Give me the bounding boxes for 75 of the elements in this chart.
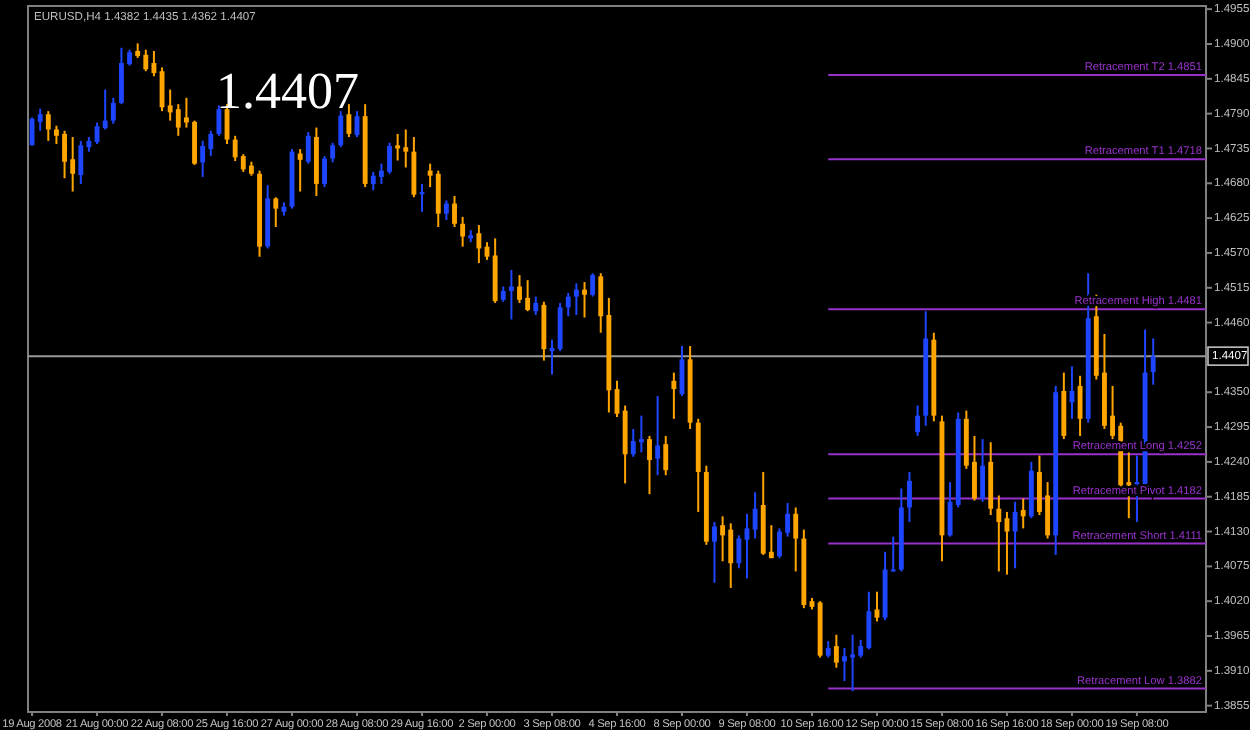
candlestick — [492, 237, 498, 304]
candlestick — [1061, 371, 1067, 441]
candlestick — [728, 522, 734, 589]
candlestick — [663, 434, 669, 477]
candlestick — [736, 534, 742, 570]
candlestick — [622, 404, 628, 485]
candlestick — [557, 301, 563, 353]
candlestick — [387, 141, 392, 175]
candlestick — [915, 404, 921, 437]
candlestick — [110, 96, 116, 125]
candlestick — [541, 300, 547, 362]
candlestick — [517, 274, 522, 304]
candlestick — [443, 199, 449, 222]
candlestick — [647, 434, 652, 496]
candlestick — [370, 170, 376, 192]
candlestick — [143, 48, 149, 73]
candlestick — [1150, 337, 1156, 386]
candlestick — [45, 110, 51, 142]
candlestick — [533, 295, 539, 316]
candlestick — [273, 196, 279, 228]
candlestick — [850, 633, 856, 693]
candlestick — [338, 110, 344, 149]
candlestick — [411, 136, 417, 199]
candlestick — [118, 46, 124, 106]
candlestick — [907, 471, 912, 524]
candlestick — [232, 134, 238, 163]
candlestick — [525, 279, 531, 313]
candlestick — [476, 224, 482, 265]
candlestick — [460, 215, 466, 248]
candlestick — [322, 155, 327, 189]
candlestick — [980, 438, 986, 503]
candlestick — [720, 515, 726, 563]
candlestick — [1012, 500, 1018, 570]
annotation: 1.4407 — [216, 62, 359, 120]
candlestick — [712, 521, 717, 584]
candlestick — [996, 494, 1002, 573]
candlestick — [151, 49, 157, 78]
candlestick — [842, 647, 847, 682]
candlestick — [395, 132, 401, 162]
candlestick — [305, 131, 311, 165]
candlestick — [582, 281, 587, 319]
candlestick — [452, 194, 457, 228]
candlestick — [590, 272, 596, 298]
candlestick — [192, 119, 197, 166]
candlestick — [1020, 497, 1026, 530]
candlestick — [78, 139, 84, 185]
candlestick — [435, 169, 441, 228]
candlestick — [573, 282, 579, 316]
candlestick — [793, 506, 799, 573]
candlestick — [175, 103, 181, 137]
candlestick — [208, 129, 214, 158]
candlestick — [297, 148, 303, 193]
candlestick — [330, 141, 336, 164]
candlestick — [37, 107, 43, 132]
candlestick — [102, 88, 108, 131]
candlestick — [200, 139, 206, 178]
candlestick — [1077, 374, 1083, 437]
candlestick — [630, 427, 636, 458]
candlestick — [403, 128, 409, 169]
candlestick — [988, 441, 994, 517]
candlestick — [167, 88, 173, 122]
candlestick — [671, 371, 677, 420]
candlestick — [638, 414, 644, 454]
candlestick — [216, 104, 222, 137]
candlestick — [70, 136, 76, 193]
candlestick — [752, 491, 758, 540]
candlestick — [874, 590, 880, 623]
candlestick — [833, 633, 839, 669]
candlestick — [866, 590, 872, 651]
candlestick — [1028, 460, 1034, 520]
candlestick — [565, 291, 571, 318]
candlestick — [313, 126, 319, 197]
candlestick — [62, 129, 67, 180]
candlestick — [655, 395, 661, 477]
candlestick — [508, 269, 514, 321]
